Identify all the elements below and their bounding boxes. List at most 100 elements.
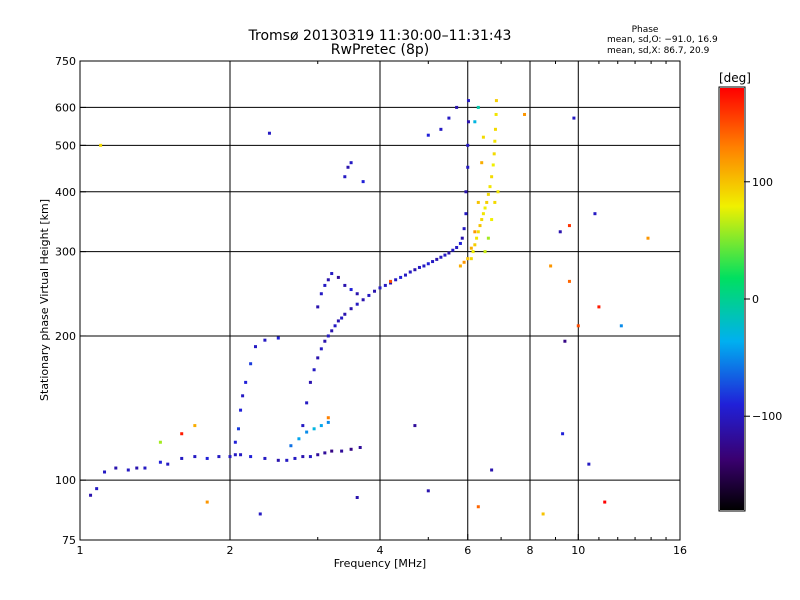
data-point [358, 445, 362, 449]
data-point [451, 248, 455, 252]
data-point [276, 336, 280, 340]
colorbar-tick-label: −100 [752, 410, 782, 423]
colorbar-label: [deg] [719, 71, 751, 85]
data-point [135, 466, 139, 470]
data-point [490, 468, 494, 472]
data-point [355, 292, 359, 296]
data-point [205, 456, 209, 460]
data-point [233, 453, 237, 457]
data-point [236, 427, 240, 431]
data-point [158, 460, 162, 464]
data-point [492, 152, 496, 156]
y-tick-label: 300 [55, 246, 76, 259]
data-point [493, 200, 497, 204]
data-point [481, 135, 485, 139]
x-tick-label: 16 [673, 544, 687, 557]
data-point [361, 298, 365, 302]
data-point [488, 185, 492, 189]
data-point [466, 99, 470, 103]
data-point [312, 368, 316, 372]
data-point [323, 283, 327, 287]
data-point [378, 286, 382, 290]
data-point [166, 462, 170, 466]
grid-lines [80, 61, 680, 540]
data-point [460, 236, 464, 240]
data-point [239, 453, 243, 457]
data-point [193, 455, 197, 459]
data-point [466, 143, 470, 147]
data-point [447, 116, 451, 120]
data-point [447, 251, 451, 255]
data-point [389, 281, 393, 285]
data-point [330, 329, 334, 333]
stats-line-o: mean, sd,O: −91.0, 16.9 [607, 35, 718, 45]
data-point [593, 212, 597, 216]
y-tick-label: 750 [55, 55, 76, 68]
data-point [293, 456, 297, 460]
data-point [89, 493, 93, 497]
data-point [263, 338, 267, 342]
data-point [330, 272, 334, 276]
data-point [289, 444, 293, 448]
data-point [343, 312, 347, 316]
axis-ticks: 1 2 4 6 8 10 16 75 100 200 300 400 500 600 750 [55, 55, 687, 557]
data-point [541, 512, 545, 516]
data-point [373, 289, 377, 293]
stats-heading: Phase [632, 25, 659, 35]
data-point [276, 458, 280, 462]
data-point [561, 432, 565, 436]
data-point [349, 161, 353, 165]
data-point [239, 408, 243, 412]
data-point [263, 456, 267, 460]
x-tick-label: 2 [227, 544, 234, 557]
data-point [361, 180, 365, 184]
colorbar-ticks: 100 0 −100 [744, 176, 782, 423]
data-point [603, 500, 607, 504]
data-point [466, 120, 470, 124]
data-point [312, 427, 316, 431]
data-point [326, 334, 330, 338]
colorbar-tick-label: 0 [752, 293, 759, 306]
data-point [99, 143, 103, 147]
data-point [180, 456, 184, 460]
data-point [267, 131, 271, 135]
data-point [476, 105, 480, 109]
data-point [297, 437, 301, 441]
data-point [464, 212, 468, 216]
data-point [326, 278, 330, 282]
stats-line-x: mean, sd,X: 86.7, 20.9 [607, 46, 710, 56]
x-axis-label: Frequency [MHz] [334, 557, 426, 570]
data-point [494, 112, 498, 116]
data-point [349, 288, 353, 292]
data-point [466, 165, 470, 169]
data-point [308, 380, 312, 384]
data-point [340, 449, 344, 453]
data-point [476, 200, 480, 204]
data-point [572, 116, 576, 120]
data-point [494, 99, 498, 103]
data-point [408, 270, 412, 274]
data-point [244, 380, 248, 384]
data-point [349, 307, 353, 311]
data-point [343, 175, 347, 179]
data-point [336, 319, 340, 323]
data-point [496, 190, 500, 194]
data-point [458, 264, 462, 268]
data-point [567, 279, 571, 283]
data-point [576, 324, 580, 328]
data-point [95, 487, 99, 491]
data-point [114, 466, 118, 470]
data-point [480, 161, 484, 165]
x-tick-label: 6 [464, 544, 471, 557]
data-point [316, 305, 320, 309]
data-point [355, 302, 359, 306]
data-point [422, 264, 426, 268]
data-point [597, 305, 601, 309]
data-point [558, 230, 562, 234]
data-point [367, 293, 371, 297]
data-point [469, 257, 473, 261]
data-point [383, 283, 387, 287]
data-point [483, 206, 487, 210]
data-point [326, 420, 330, 424]
